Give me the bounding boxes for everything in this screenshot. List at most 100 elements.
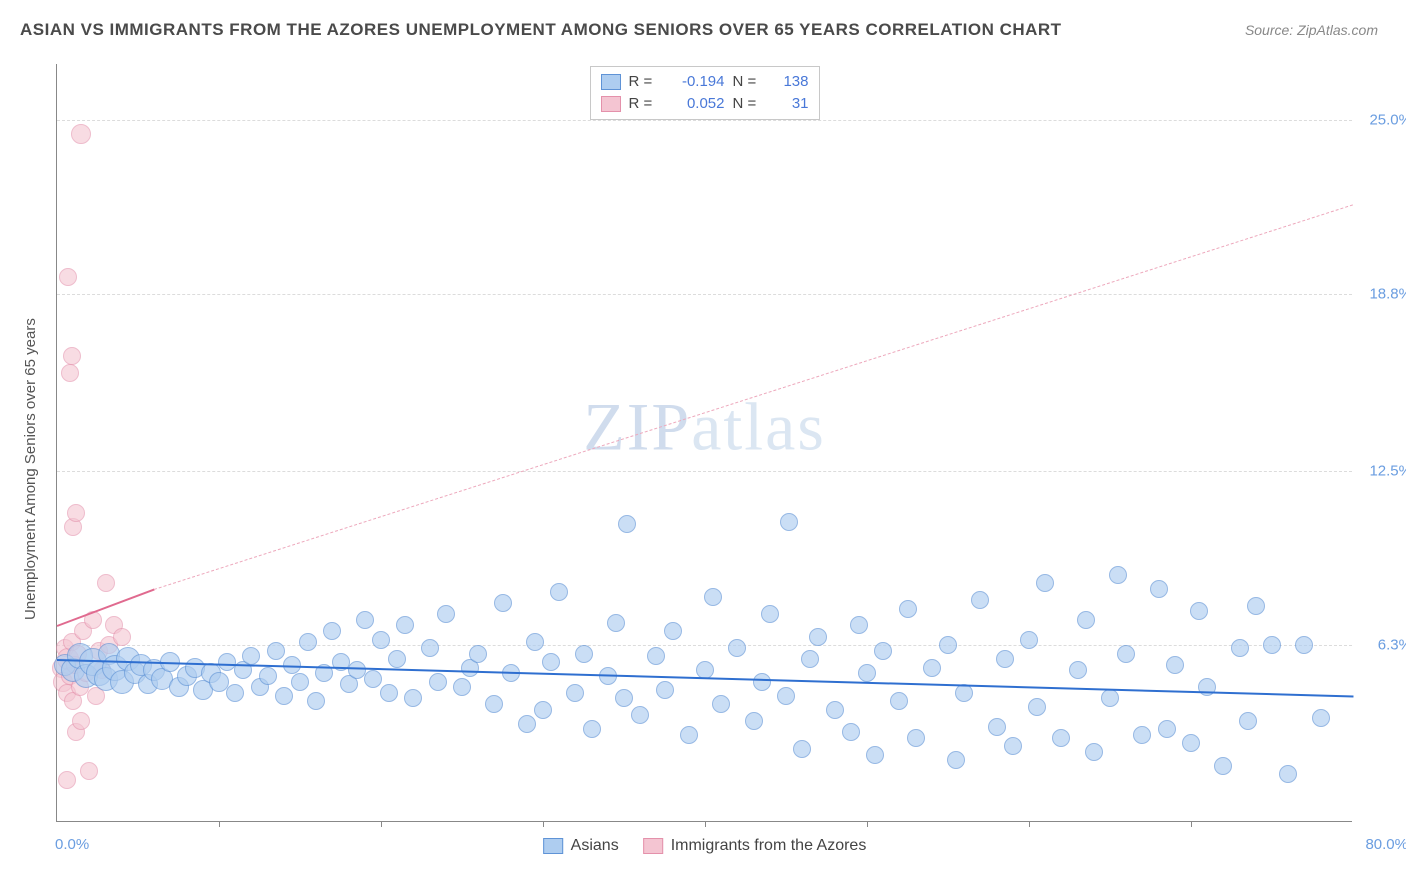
azores-point[interactable] <box>63 347 81 365</box>
asians-point[interactable] <box>356 611 374 629</box>
asians-point[interactable] <box>299 633 317 651</box>
azores-point[interactable] <box>113 628 131 646</box>
asians-point[interactable] <box>866 746 884 764</box>
asians-point[interactable] <box>534 701 552 719</box>
asians-point[interactable] <box>437 605 455 623</box>
asians-point[interactable] <box>753 673 771 691</box>
asians-point[interactable] <box>1052 729 1070 747</box>
asians-point[interactable] <box>890 692 908 710</box>
asians-point[interactable] <box>680 726 698 744</box>
asians-point[interactable] <box>656 681 674 699</box>
asians-point[interactable] <box>1231 639 1249 657</box>
azores-point[interactable] <box>71 124 91 144</box>
asians-point[interactable] <box>728 639 746 657</box>
azores-point[interactable] <box>72 712 90 730</box>
asians-point[interactable] <box>1166 656 1184 674</box>
asians-point[interactable] <box>453 678 471 696</box>
asians-point[interactable] <box>607 614 625 632</box>
asians-point[interactable] <box>1214 757 1232 775</box>
asians-point[interactable] <box>971 591 989 609</box>
asians-point[interactable] <box>842 723 860 741</box>
asians-point[interactable] <box>712 695 730 713</box>
asians-point[interactable] <box>566 684 584 702</box>
asians-point[interactable] <box>923 659 941 677</box>
asians-point[interactable] <box>745 712 763 730</box>
asians-point[interactable] <box>429 673 447 691</box>
azores-point[interactable] <box>67 504 85 522</box>
asians-point[interactable] <box>826 701 844 719</box>
asians-point[interactable] <box>226 684 244 702</box>
asians-point[interactable] <box>899 600 917 618</box>
azores-point[interactable] <box>58 771 76 789</box>
asians-point[interactable] <box>259 667 277 685</box>
asians-point[interactable] <box>1085 743 1103 761</box>
asians-point[interactable] <box>275 687 293 705</box>
asians-point[interactable] <box>1036 574 1054 592</box>
asians-point[interactable] <box>858 664 876 682</box>
asians-point[interactable] <box>939 636 957 654</box>
asians-point[interactable] <box>761 605 779 623</box>
asians-point[interactable] <box>1150 580 1168 598</box>
legend-item-azores[interactable]: Immigrants from the Azores <box>643 837 867 855</box>
asians-point[interactable] <box>372 631 390 649</box>
asians-point[interactable] <box>618 515 636 533</box>
asians-point[interactable] <box>469 645 487 663</box>
asians-point[interactable] <box>988 718 1006 736</box>
asians-point[interactable] <box>801 650 819 668</box>
asians-point[interactable] <box>1247 597 1265 615</box>
asians-point[interactable] <box>518 715 536 733</box>
asians-point[interactable] <box>526 633 544 651</box>
asians-point[interactable] <box>1279 765 1297 783</box>
asians-point[interactable] <box>494 594 512 612</box>
asians-point[interactable] <box>380 684 398 702</box>
asians-point[interactable] <box>1004 737 1022 755</box>
asians-point[interactable] <box>1263 636 1281 654</box>
asians-point[interactable] <box>780 513 798 531</box>
asians-point[interactable] <box>704 588 722 606</box>
asians-point[interactable] <box>664 622 682 640</box>
asians-point[interactable] <box>404 689 422 707</box>
asians-point[interactable] <box>388 650 406 668</box>
asians-point[interactable] <box>542 653 560 671</box>
asians-point[interactable] <box>485 695 503 713</box>
asians-point[interactable] <box>793 740 811 758</box>
asians-point[interactable] <box>1117 645 1135 663</box>
asians-point[interactable] <box>583 720 601 738</box>
asians-point[interactable] <box>323 622 341 640</box>
asians-point[interactable] <box>947 751 965 769</box>
asians-point[interactable] <box>1182 734 1200 752</box>
asians-point[interactable] <box>1077 611 1095 629</box>
asians-point[interactable] <box>850 616 868 634</box>
asians-point[interactable] <box>777 687 795 705</box>
asians-point[interactable] <box>421 639 439 657</box>
asians-point[interactable] <box>809 628 827 646</box>
asians-point[interactable] <box>1158 720 1176 738</box>
asians-point[interactable] <box>647 647 665 665</box>
asians-point[interactable] <box>1312 709 1330 727</box>
azores-point[interactable] <box>59 268 77 286</box>
asians-point[interactable] <box>615 689 633 707</box>
asians-point[interactable] <box>550 583 568 601</box>
asians-point[interactable] <box>631 706 649 724</box>
asians-point[interactable] <box>242 647 260 665</box>
azores-point[interactable] <box>61 364 79 382</box>
asians-point[interactable] <box>1069 661 1087 679</box>
asians-point[interactable] <box>1190 602 1208 620</box>
asians-point[interactable] <box>1133 726 1151 744</box>
asians-point[interactable] <box>996 650 1014 668</box>
asians-point[interactable] <box>1028 698 1046 716</box>
asians-point[interactable] <box>396 616 414 634</box>
azores-point[interactable] <box>97 574 115 592</box>
legend-item-asians[interactable]: Asians <box>543 837 619 855</box>
asians-point[interactable] <box>874 642 892 660</box>
asians-point[interactable] <box>907 729 925 747</box>
asians-point[interactable] <box>267 642 285 660</box>
asians-point[interactable] <box>364 670 382 688</box>
asians-point[interactable] <box>1239 712 1257 730</box>
asians-point[interactable] <box>291 673 309 691</box>
azores-point[interactable] <box>80 762 98 780</box>
asians-point[interactable] <box>1109 566 1127 584</box>
asians-point[interactable] <box>1020 631 1038 649</box>
asians-point[interactable] <box>1101 689 1119 707</box>
asians-point[interactable] <box>1295 636 1313 654</box>
